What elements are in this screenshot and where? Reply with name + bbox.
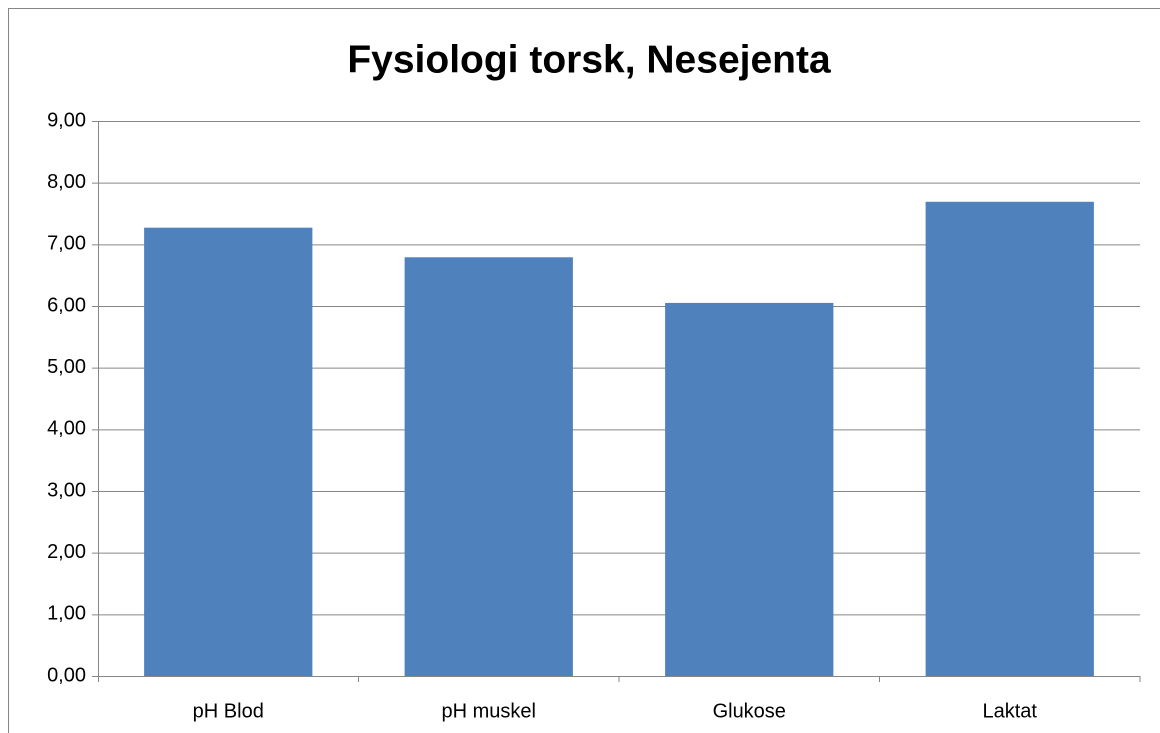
bar	[144, 227, 313, 676]
y-tick-label: 2,00	[47, 541, 86, 563]
bar	[404, 257, 573, 676]
y-tick-label: 4,00	[47, 418, 86, 440]
y-tick-label: 5,00	[47, 356, 86, 378]
x-tick-label: Glukose	[713, 700, 786, 722]
y-tick-label: 0,00	[47, 664, 86, 686]
y-tick-label: 8,00	[47, 171, 86, 193]
bar	[665, 302, 834, 676]
y-tick-label: 3,00	[47, 479, 86, 501]
chart-title: Fysiologi torsk, Nesejenta	[347, 38, 831, 81]
bar	[925, 201, 1094, 677]
x-tick-label: pH Blod	[193, 700, 264, 722]
x-tick-label: pH muskel	[442, 700, 536, 722]
x-tick-label: Laktat	[983, 700, 1038, 722]
y-tick-label: 1,00	[47, 603, 86, 625]
y-tick-label: 7,00	[47, 233, 86, 255]
y-tick-label: 9,00	[47, 109, 86, 131]
y-tick-label: 6,00	[47, 294, 86, 316]
